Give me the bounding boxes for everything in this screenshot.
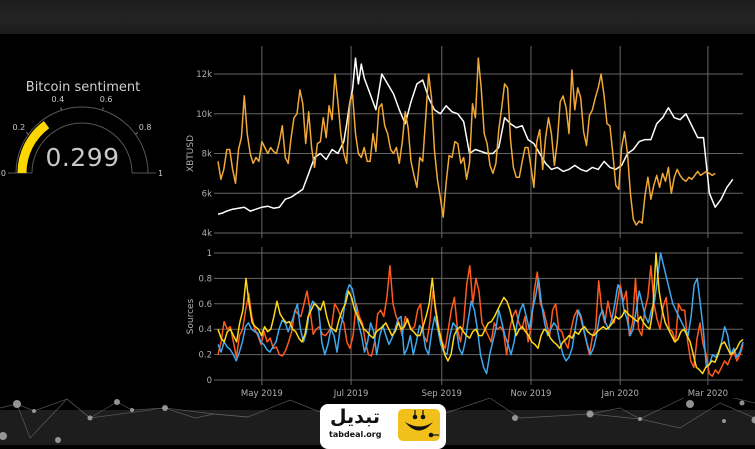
y-tick-label: 0.2	[198, 351, 212, 361]
smile-icon	[398, 409, 440, 441]
y-tick-label: 0	[207, 376, 212, 386]
x-tick-label: May 2019	[241, 389, 283, 399]
y-tick-label: 0.4	[198, 325, 212, 335]
x-tick-label: Mar 2020	[688, 389, 728, 399]
logo-persian-text: تبدیل	[330, 406, 380, 428]
logo-domain-text: tabdeal.org	[329, 430, 381, 439]
x-tick-label: Jul 2019	[333, 389, 369, 399]
y-tick-label: 12k	[196, 70, 212, 80]
y-tick-label: 6k	[202, 189, 212, 199]
y-tick-label: 8k	[202, 150, 212, 160]
y-axis-title: Sources	[186, 298, 196, 334]
x-tick-label: Nov 2019	[510, 389, 551, 399]
y-tick-label: 1	[207, 249, 212, 259]
x-tick-label: Jan 2020	[600, 389, 638, 399]
x-tick-label: Sep 2019	[422, 389, 462, 399]
y-axis-title: XBTUSD	[186, 135, 196, 172]
tabdeal-logo[interactable]: تبدیل tabdeal.org	[320, 404, 446, 449]
y-tick-label: 0.8	[198, 274, 212, 284]
y-tick-label: 4k	[202, 229, 212, 239]
y-tick-label: 10k	[196, 110, 212, 120]
y-tick-label: 0.6	[198, 300, 212, 310]
series-line	[218, 58, 733, 214]
